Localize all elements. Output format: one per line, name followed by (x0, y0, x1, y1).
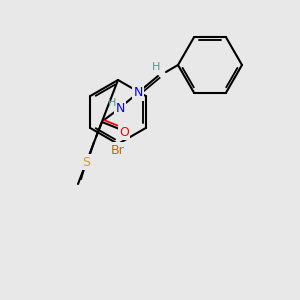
Text: O: O (119, 125, 129, 139)
Text: S: S (82, 155, 90, 169)
Text: N: N (115, 101, 125, 115)
Text: N: N (133, 86, 143, 100)
Text: H: H (108, 98, 116, 108)
Text: Br: Br (111, 143, 125, 157)
Text: H: H (152, 62, 160, 72)
